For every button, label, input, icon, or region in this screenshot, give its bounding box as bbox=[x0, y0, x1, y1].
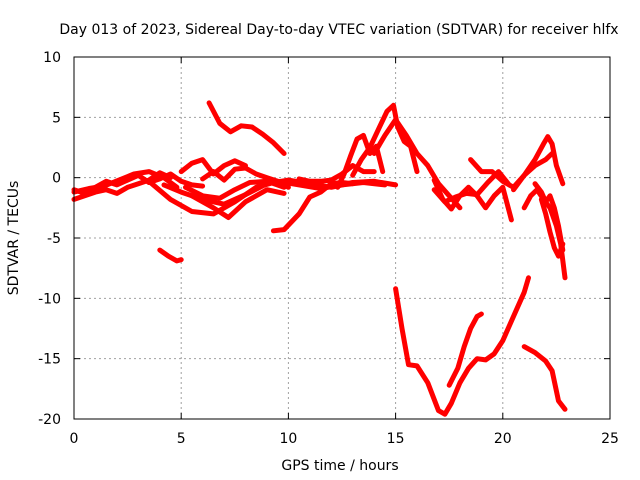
y-tick-label: -15 bbox=[38, 352, 61, 368]
x-tick-label: 5 bbox=[177, 431, 186, 447]
y-tick-label: 10 bbox=[43, 50, 61, 66]
series-line bbox=[532, 181, 566, 253]
x-axis-title: GPS time / hours bbox=[281, 458, 398, 474]
series-line bbox=[468, 151, 555, 190]
x-tick-label: 20 bbox=[494, 431, 512, 447]
axis-ticks bbox=[73, 56, 611, 420]
chart-title: Day 013 of 2023, Sidereal Day-to-day VTE… bbox=[59, 22, 618, 38]
y-tick-label: -5 bbox=[47, 231, 61, 247]
y-tick-label: -10 bbox=[38, 291, 61, 307]
series-line bbox=[189, 187, 287, 220]
y-tick-labels: -20 -15 -10 -5 0 5 10 bbox=[38, 50, 61, 428]
series-line bbox=[178, 157, 248, 177]
series-line bbox=[371, 117, 463, 211]
series-line bbox=[511, 134, 566, 193]
x-tick-label: 15 bbox=[387, 431, 405, 447]
series-line bbox=[350, 102, 420, 178]
series-line bbox=[296, 163, 377, 184]
series-line bbox=[538, 196, 566, 259]
data-series bbox=[71, 100, 568, 417]
y-tick-label: -20 bbox=[38, 412, 61, 428]
y-axis-title: SDTVAR / TECUs bbox=[6, 181, 22, 296]
series-line bbox=[183, 178, 287, 201]
y-tick-label: 0 bbox=[52, 171, 61, 187]
series-line bbox=[157, 247, 184, 264]
series-line bbox=[206, 100, 287, 156]
series-line bbox=[393, 275, 531, 417]
y-tick-label: 5 bbox=[52, 110, 61, 126]
x-tick-label: 0 bbox=[70, 431, 79, 447]
x-tick-label: 25 bbox=[601, 431, 619, 447]
series-line bbox=[71, 169, 180, 195]
series-line bbox=[431, 177, 514, 223]
x-tick-labels: 0 5 10 15 20 25 bbox=[70, 431, 619, 447]
grid-lines bbox=[74, 57, 610, 419]
x-tick-label: 10 bbox=[279, 431, 297, 447]
series-line bbox=[446, 311, 484, 388]
series-line bbox=[521, 344, 568, 412]
